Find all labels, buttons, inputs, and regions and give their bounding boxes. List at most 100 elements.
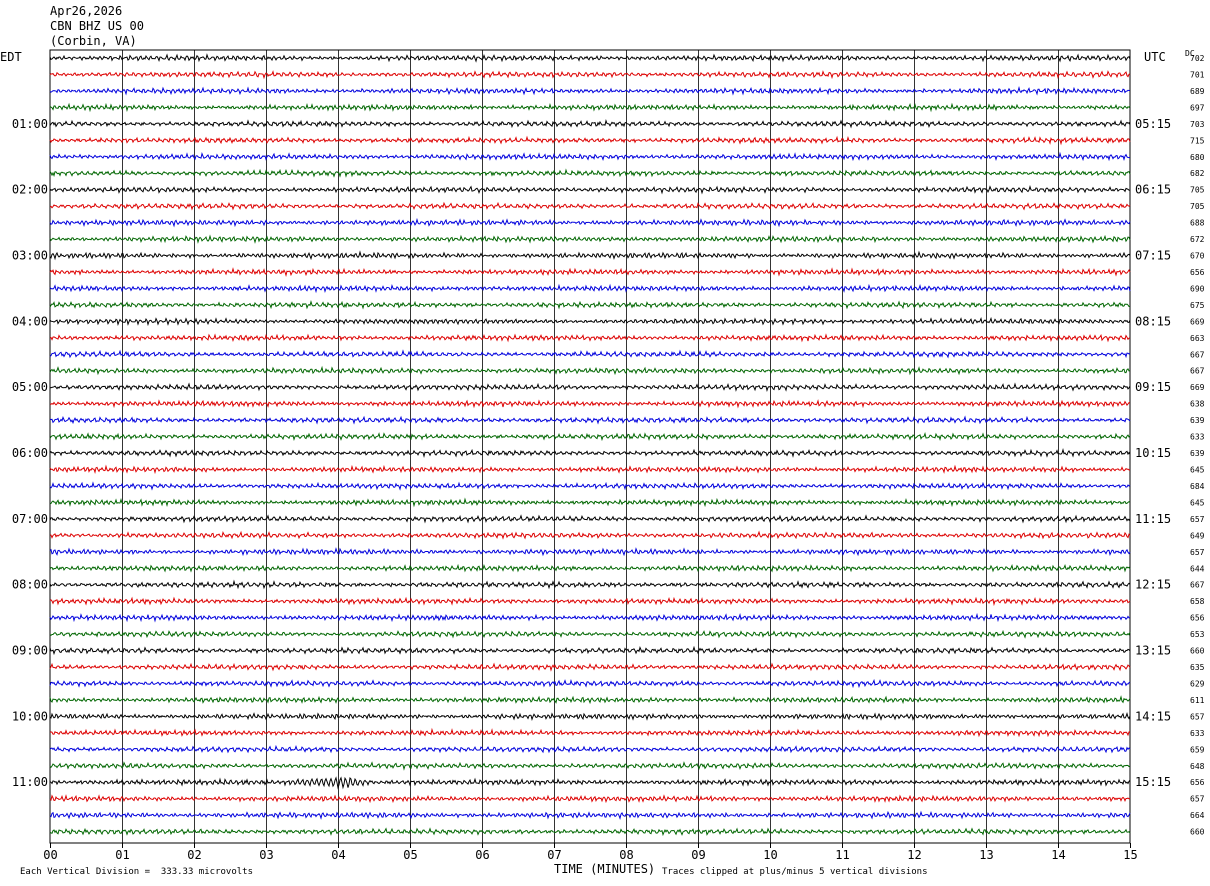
- trace-line: [49, 711, 1131, 721]
- right-hour-label: 06:15: [1135, 183, 1171, 197]
- dc-offset-label: 690: [1190, 284, 1205, 293]
- trace-line: [49, 415, 1131, 425]
- left-hour-label: 02:00: [12, 183, 48, 197]
- trace-line: [49, 53, 1131, 63]
- dc-label: DC: [1185, 49, 1195, 58]
- trace-line: [49, 761, 1131, 771]
- dc-offset-label: 667: [1190, 581, 1205, 590]
- trace-line: [49, 185, 1131, 195]
- x-tick-label: 05: [403, 848, 417, 862]
- x-tick-label: 07: [547, 848, 561, 862]
- scale-note: Each Vertical Division = 333.33 microvol…: [20, 867, 253, 877]
- trace-line: [49, 629, 1131, 639]
- x-axis-title: TIME (MINUTES): [554, 862, 656, 876]
- dc-offset-label: 639: [1190, 449, 1205, 458]
- x-tick-label: 14: [1051, 848, 1065, 862]
- dc-offset-label: 644: [1190, 564, 1205, 573]
- trace-line: [49, 547, 1131, 557]
- right-hour-label: 10:15: [1135, 446, 1171, 460]
- left-hour-label: 08:00: [12, 578, 48, 592]
- header-location: (Corbin, VA): [50, 34, 137, 48]
- dc-offset-label: 645: [1190, 498, 1205, 507]
- dc-offset-label: 633: [1190, 729, 1205, 738]
- right-hour-label: 05:15: [1135, 117, 1171, 131]
- chart-grid: [49, 49, 1131, 848]
- dc-offset-label: 639: [1190, 416, 1205, 425]
- dc-offset-label: 675: [1190, 301, 1205, 310]
- x-tick-label: 00: [43, 848, 57, 862]
- dc-offset-label: 653: [1190, 630, 1205, 639]
- dc-offset-label: 638: [1190, 400, 1205, 409]
- trace-line: [49, 300, 1131, 310]
- left-hour-label: 11:00: [12, 775, 48, 789]
- trace-line: [49, 776, 1131, 790]
- trace-line: [49, 217, 1131, 228]
- right-timezone-label: UTC: [1144, 50, 1166, 64]
- left-hour-label: 09:00: [12, 644, 48, 658]
- trace-line: [49, 563, 1131, 573]
- x-tick-label: 11: [835, 848, 849, 862]
- trace-line: [49, 201, 1131, 211]
- right-hour-label: 11:15: [1135, 512, 1171, 526]
- dc-offset-label: 659: [1190, 745, 1205, 754]
- trace-line: [49, 283, 1131, 294]
- header-station: CBN BHZ US 00: [50, 19, 144, 33]
- dc-offset-label: 633: [1190, 433, 1205, 442]
- right-hour-label: 08:15: [1135, 314, 1171, 328]
- dc-offset-label: 656: [1190, 778, 1205, 787]
- x-tick-label: 01: [115, 848, 129, 862]
- dc-offset-label: 669: [1190, 317, 1205, 326]
- x-tick-label: 06: [475, 848, 489, 862]
- right-hour-label: 07:15: [1135, 249, 1171, 263]
- dc-offset-label: 703: [1190, 120, 1205, 129]
- dc-offset-label: 658: [1190, 597, 1205, 606]
- trace-line: [49, 695, 1131, 705]
- dc-offset-label: 705: [1190, 186, 1205, 195]
- trace-line: [49, 530, 1131, 540]
- header-date: Apr26,2026: [50, 4, 123, 18]
- trace-line: [49, 102, 1131, 113]
- dc-offset-label: 657: [1190, 795, 1205, 804]
- x-tick-label: 12: [907, 848, 921, 862]
- trace-line: [49, 481, 1131, 491]
- x-tick-label: 08: [619, 848, 633, 862]
- right-hour-label: 09:15: [1135, 380, 1171, 394]
- left-timezone-label: EDT: [0, 50, 22, 64]
- x-tick-label: 03: [259, 848, 273, 862]
- trace-line: [49, 744, 1131, 754]
- trace-line: [49, 168, 1131, 178]
- trace-line: [49, 447, 1131, 458]
- dc-offset-label: 664: [1190, 811, 1205, 820]
- dc-offset-label: 629: [1190, 679, 1205, 688]
- dc-offset-label: 657: [1190, 548, 1205, 557]
- trace-line: [49, 135, 1131, 146]
- dc-offset-label: 663: [1190, 334, 1205, 343]
- dc-offset-label: 656: [1190, 268, 1205, 277]
- dc-offset-label: 672: [1190, 235, 1205, 244]
- x-tick-label: 04: [331, 848, 345, 862]
- trace-line: [49, 662, 1131, 672]
- trace-line: [49, 596, 1131, 607]
- dc-offset-label: 682: [1190, 169, 1205, 178]
- trace-line: [49, 645, 1131, 656]
- seismic-traces: [49, 53, 1131, 837]
- trace-line: [49, 365, 1131, 376]
- trace-line: [49, 431, 1131, 442]
- trace-line: [49, 678, 1131, 689]
- dc-offset-label: 689: [1190, 87, 1205, 96]
- plot-frame: [49, 49, 1131, 844]
- trace-line: [49, 794, 1131, 804]
- trace-line: [49, 827, 1131, 837]
- trace-line: [49, 579, 1131, 590]
- dc-offset-label: 645: [1190, 466, 1205, 475]
- trace-line: [49, 612, 1131, 623]
- trace-line: [49, 267, 1131, 277]
- left-hour-label: 01:00: [12, 117, 48, 131]
- dc-offset-label: 660: [1190, 828, 1205, 837]
- trace-line: [49, 810, 1131, 820]
- x-tick-label: 10: [763, 848, 777, 862]
- trace-line: [49, 234, 1131, 244]
- trace-line: [49, 349, 1131, 359]
- left-hour-label: 05:00: [12, 380, 48, 394]
